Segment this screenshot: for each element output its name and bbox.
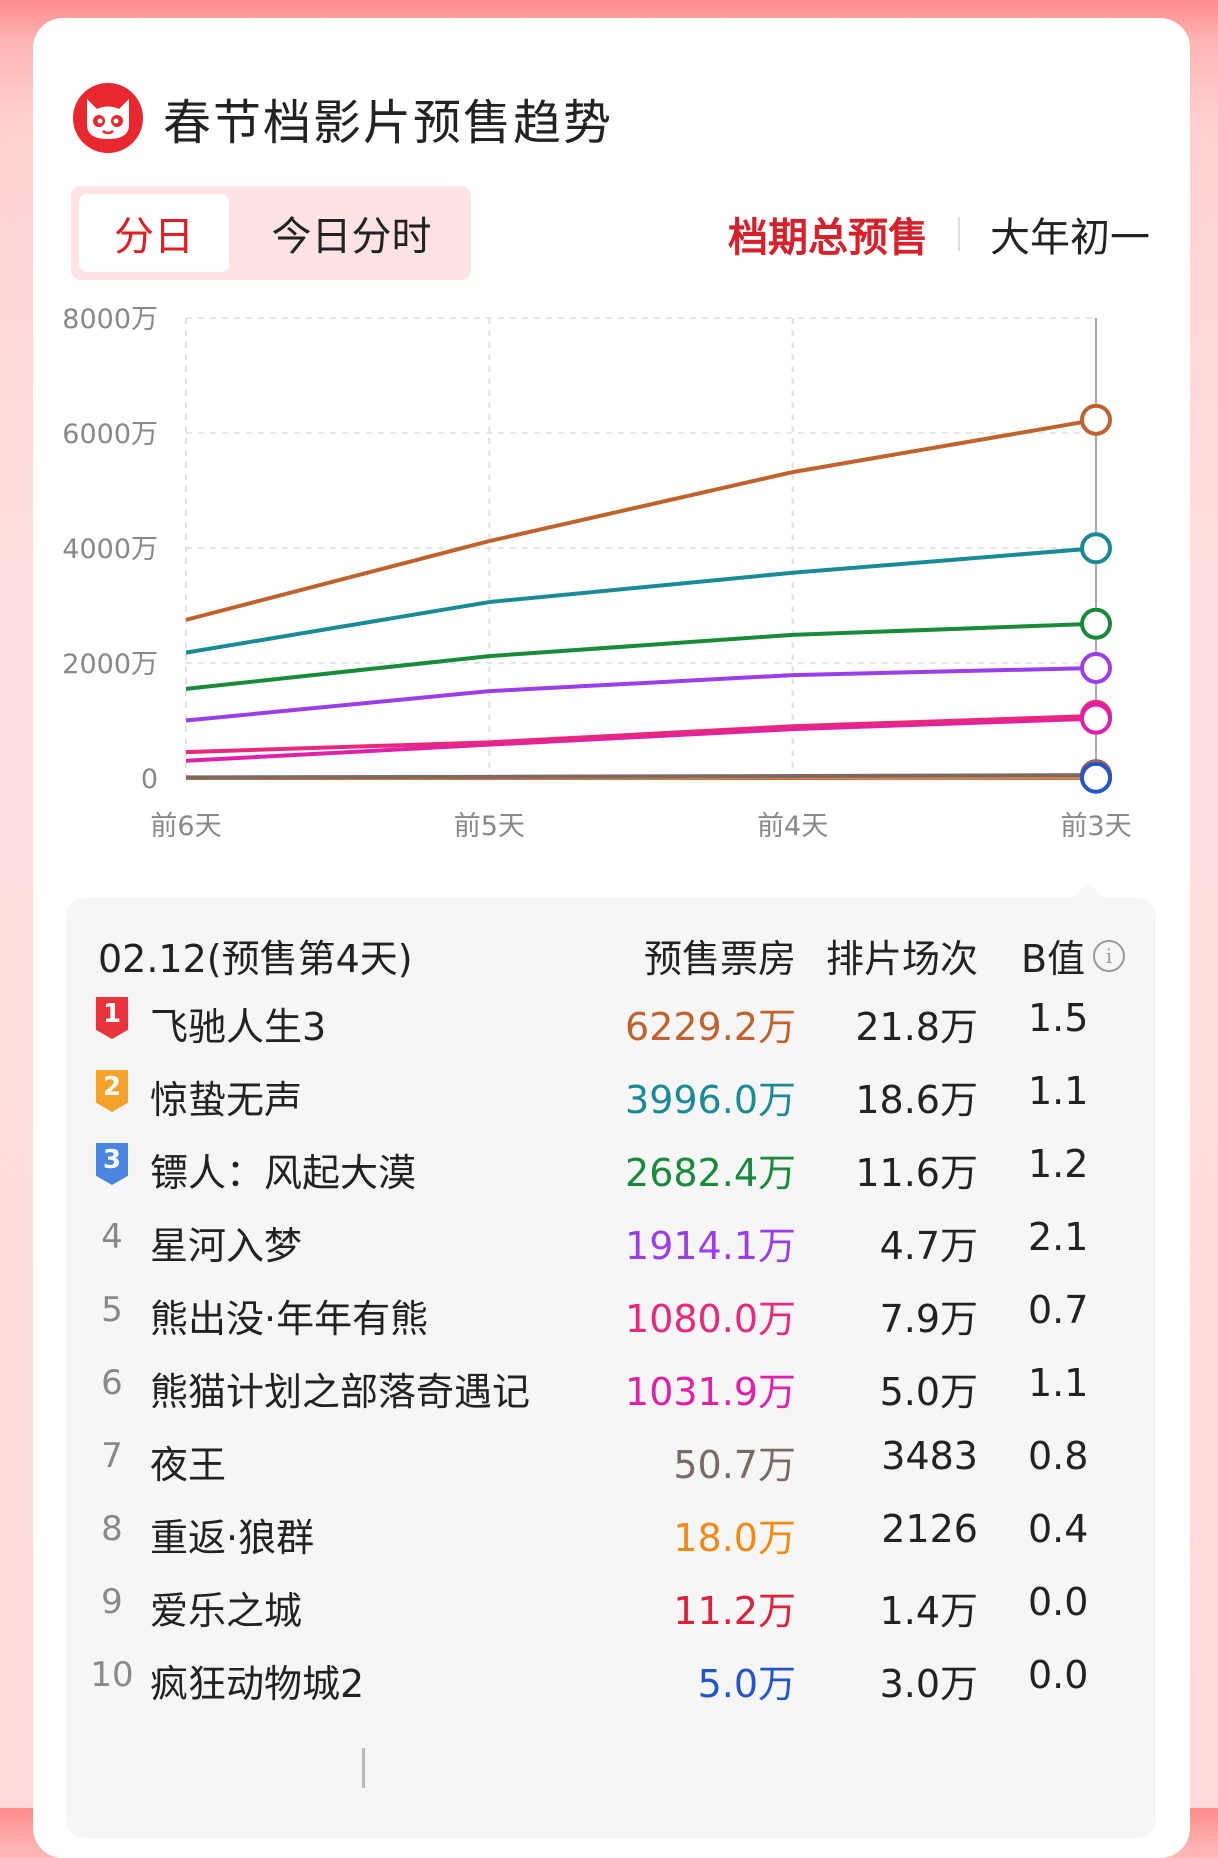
rank-badge: 1 [96,996,128,1040]
rank-badge-number: 2 [96,1070,128,1112]
header-shows: 排片场次 [826,928,978,983]
shows-value: 4.7万 [880,1215,978,1270]
x-tick-label: 前5天 [454,811,525,842]
b-value: 0.4 [1028,1507,1088,1551]
movie-name: 镖人：风起大漠 [150,1142,416,1197]
presale-value: 18.0万 [673,1507,796,1562]
y-tick-label: 6000万 [62,419,158,450]
table-row[interactable]: 1 飞驰人生3 6229.2万 21.8万 1.5 [66,986,1156,1050]
b-value: 1.1 [1028,1069,1088,1113]
header-b-value: B值 i [1021,928,1125,983]
series-end-point [1082,705,1110,733]
table-row[interactable]: 8 重返·狼群 18.0万 2126 0.4 [66,1497,1156,1561]
table-header: 02.12(预售第4天) 预售票房 排片场次 B值 i [66,920,1156,982]
table-row[interactable]: 3 镖人：风起大漠 2682.4万 11.6万 1.2 [66,1132,1156,1196]
shows-value: 7.9万 [880,1288,978,1343]
table-row[interactable]: 5 熊出没·年年有熊 1080.0万 7.9万 0.7 [66,1278,1156,1342]
table-row[interactable]: 10 疯狂动物城2 5.0万 3.0万 0.0 [66,1643,1156,1707]
series-end-point [1082,534,1110,562]
movie-name: 熊出没·年年有熊 [150,1288,428,1343]
y-tick-label: 4000万 [62,534,158,565]
scrollbar[interactable] [362,1748,365,1788]
presale-value: 3996.0万 [625,1069,796,1124]
presale-value: 1914.1万 [625,1215,796,1270]
presale-value: 1031.9万 [625,1361,796,1416]
table-row[interactable]: 4 星河入梦 1914.1万 4.7万 2.1 [66,1205,1156,1269]
series-line [186,775,1096,777]
movie-name: 熊猫计划之部落奇遇记 [150,1361,530,1416]
table-row[interactable]: 7 夜王 50.7万 3483 0.8 [66,1424,1156,1488]
movie-name: 飞驰人生3 [150,996,326,1051]
b-value: 0.0 [1028,1653,1088,1697]
series-line [186,719,1096,761]
y-tick-label: 0 [141,764,158,795]
shows-value: 3.0万 [880,1653,978,1708]
presale-value: 5.0万 [698,1653,796,1708]
ranking-table: 02.12(预售第4天) 预售票房 排片场次 B值 i 1 飞驰人生3 6229.2… [66,898,1156,1838]
series-end-point [1082,764,1110,792]
x-tick-label: 前3天 [1060,811,1131,842]
series-end-point [1082,654,1110,682]
shows-value: 21.8万 [855,996,978,1051]
presale-value: 2682.4万 [625,1142,796,1197]
b-value: 1.1 [1028,1361,1088,1405]
rank-number: 10 [96,1653,128,1697]
series-end-point [1082,610,1110,638]
y-tick-label: 2000万 [62,649,158,680]
date-label: 02.12(预售第4天) [98,928,413,983]
rank-badge-number: 1 [96,997,128,1039]
b-value: 0.8 [1028,1434,1088,1478]
y-tick-label: 8000万 [62,304,158,335]
presale-value: 50.7万 [673,1434,796,1489]
x-tick-label: 前6天 [150,811,221,842]
b-value: 0.0 [1028,1580,1088,1624]
presale-value: 6229.2万 [625,996,796,1051]
table-row[interactable]: 9 爱乐之城 11.2万 1.4万 0.0 [66,1570,1156,1634]
header-b-label: B值 [1021,928,1085,983]
series-line [186,420,1096,620]
x-tick-label: 前4天 [757,811,828,842]
info-icon[interactable]: i [1093,940,1125,972]
b-value: 1.2 [1028,1142,1088,1186]
rank-badge-number: 3 [96,1143,128,1185]
table-row[interactable]: 2 惊蛰无声 3996.0万 18.6万 1.1 [66,1059,1156,1123]
movie-name: 重返·狼群 [150,1507,314,1562]
series-line [186,716,1096,752]
rank-number: 8 [96,1507,128,1551]
movie-name: 惊蛰无声 [150,1069,302,1124]
movie-name: 夜王 [150,1434,226,1489]
series-line [186,624,1096,689]
series-end-point [1082,406,1110,434]
shows-value: 18.6万 [855,1069,978,1124]
rank-badge: 2 [96,1069,128,1113]
movie-name: 爱乐之城 [150,1580,302,1635]
shows-value: 3483 [881,1434,978,1478]
movie-name: 疯狂动物城2 [150,1653,364,1708]
shows-value: 1.4万 [880,1580,978,1635]
shows-value: 2126 [881,1507,978,1551]
movie-name: 星河入梦 [150,1215,302,1270]
rank-number: 5 [96,1288,128,1332]
b-value: 0.7 [1028,1288,1088,1332]
table-row[interactable]: 6 熊猫计划之部落奇遇记 1031.9万 5.0万 1.1 [66,1351,1156,1415]
b-value: 2.1 [1028,1215,1088,1259]
presale-value: 11.2万 [673,1580,796,1635]
presale-value: 1080.0万 [625,1288,796,1343]
rank-badge: 3 [96,1142,128,1186]
series-line [186,548,1096,652]
rank-number: 9 [96,1580,128,1624]
header-presale: 预售票房 [644,928,796,983]
shows-value: 11.6万 [855,1142,978,1197]
b-value: 1.5 [1028,996,1088,1040]
rank-number: 6 [96,1361,128,1405]
rank-number: 7 [96,1434,128,1478]
rank-number: 4 [96,1215,128,1259]
shows-value: 5.0万 [880,1361,978,1416]
